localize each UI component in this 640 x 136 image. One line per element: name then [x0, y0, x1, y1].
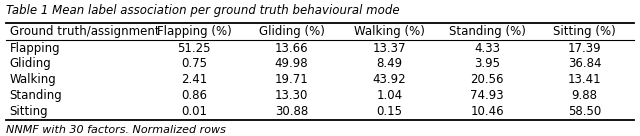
Text: Gliding (%): Gliding (%) — [259, 25, 324, 38]
Text: Table 1 Mean label association per ground truth behavioural mode: Table 1 Mean label association per groun… — [6, 4, 400, 17]
Text: Gliding: Gliding — [10, 57, 51, 70]
Text: 13.41: 13.41 — [568, 73, 602, 86]
Text: NNMF with 30 factors. Normalized rows: NNMF with 30 factors. Normalized rows — [6, 125, 227, 135]
Text: Flapping: Flapping — [10, 41, 60, 55]
Text: 0.15: 0.15 — [376, 105, 403, 118]
Text: 8.49: 8.49 — [376, 57, 403, 70]
Text: 58.50: 58.50 — [568, 105, 602, 118]
Text: Walking (%): Walking (%) — [354, 25, 425, 38]
Text: Sitting: Sitting — [10, 105, 48, 118]
Text: 51.25: 51.25 — [177, 41, 211, 55]
Text: Standing: Standing — [10, 89, 62, 102]
Text: 13.66: 13.66 — [275, 41, 308, 55]
Text: 10.46: 10.46 — [470, 105, 504, 118]
Text: 1.04: 1.04 — [376, 89, 403, 102]
Text: 13.30: 13.30 — [275, 89, 308, 102]
Text: 30.88: 30.88 — [275, 105, 308, 118]
Text: 9.88: 9.88 — [572, 89, 598, 102]
Text: Standing (%): Standing (%) — [449, 25, 525, 38]
Text: Flapping (%): Flapping (%) — [157, 25, 231, 38]
Text: 19.71: 19.71 — [275, 73, 308, 86]
Text: 49.98: 49.98 — [275, 57, 308, 70]
Text: 3.95: 3.95 — [474, 57, 500, 70]
Text: 43.92: 43.92 — [372, 73, 406, 86]
Text: Walking: Walking — [10, 73, 56, 86]
Text: 74.93: 74.93 — [470, 89, 504, 102]
Text: 20.56: 20.56 — [470, 73, 504, 86]
Text: 36.84: 36.84 — [568, 57, 602, 70]
Text: 13.37: 13.37 — [372, 41, 406, 55]
Text: 4.33: 4.33 — [474, 41, 500, 55]
Text: 2.41: 2.41 — [181, 73, 207, 86]
Text: Sitting (%): Sitting (%) — [554, 25, 616, 38]
Text: 0.75: 0.75 — [181, 57, 207, 70]
Text: 0.01: 0.01 — [181, 105, 207, 118]
Text: 0.86: 0.86 — [181, 89, 207, 102]
Text: Ground truth/assignment: Ground truth/assignment — [10, 25, 159, 38]
Text: 17.39: 17.39 — [568, 41, 602, 55]
